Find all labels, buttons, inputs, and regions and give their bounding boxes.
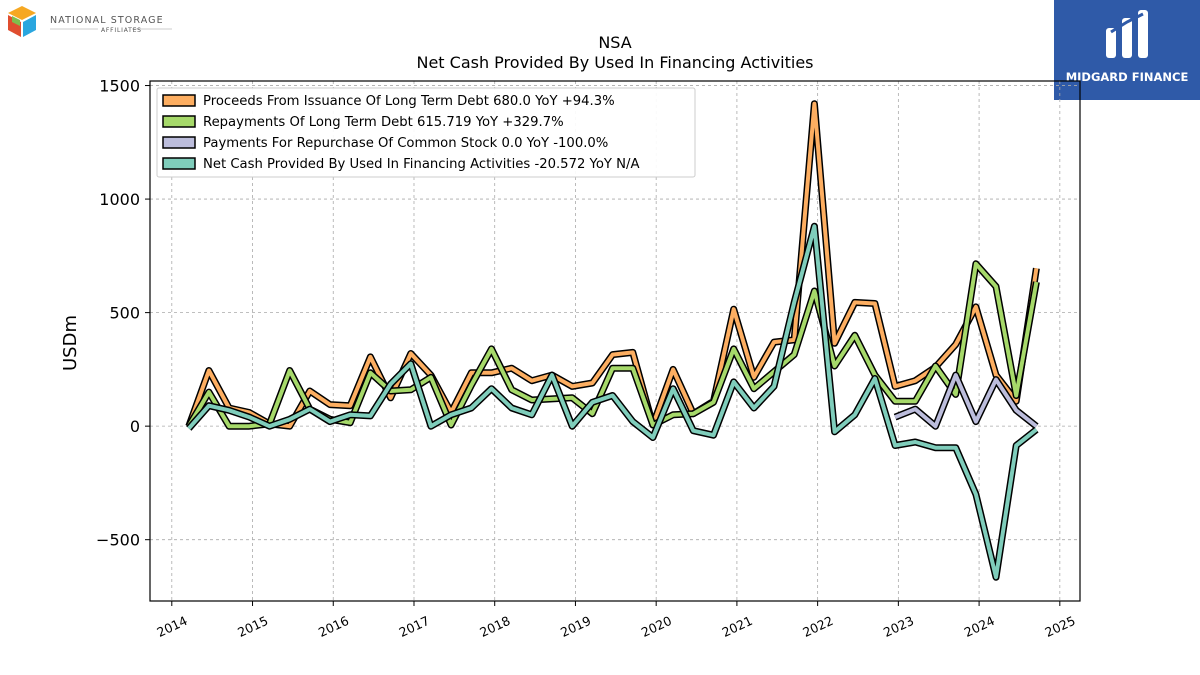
midgard-finance-logo: MIDGARD FINANCE xyxy=(1054,0,1200,100)
chart-subtitle: Net Cash Provided By Used In Financing A… xyxy=(416,53,813,72)
series-line xyxy=(185,100,1040,430)
x-tick-label: 2016 xyxy=(316,613,351,640)
midgard-m-icon xyxy=(1106,10,1148,58)
legend-box xyxy=(156,87,696,178)
x-tick-label: 2023 xyxy=(881,613,916,640)
y-tick-label: 1000 xyxy=(99,190,140,209)
series-layer xyxy=(185,100,1040,581)
legend-item: Net Cash Provided By Used In Financing A… xyxy=(162,157,640,172)
y-axis-label: USDm xyxy=(60,315,81,371)
plot-frame xyxy=(149,80,1081,602)
series-stroke xyxy=(894,373,1038,429)
legend-item: Proceeds From Issuance Of Long Term Debt… xyxy=(162,94,615,109)
x-tick-label: 2017 xyxy=(397,613,432,640)
legend-swatch xyxy=(162,115,196,128)
legend-label: Repayments Of Long Term Debt 615.719 YoY… xyxy=(203,115,564,130)
chart-title: NSA xyxy=(598,33,631,52)
y-tick-label: 500 xyxy=(109,304,140,323)
y-tick-label: 0 xyxy=(130,417,140,436)
legend-label: Net Cash Provided By Used In Financing A… xyxy=(203,157,640,172)
nsa-logo-line2: AFFILIATES xyxy=(101,27,142,34)
legend: Proceeds From Issuance Of Long Term Debt… xyxy=(156,87,696,178)
x-tick-label: 2014 xyxy=(154,613,189,640)
legend-swatch xyxy=(162,94,196,107)
x-tick-label: 2022 xyxy=(800,613,835,640)
legend-label: Payments For Repurchase Of Common Stock … xyxy=(203,136,608,151)
storage-cube-icon: NATIONAL STORAGE AFFILIATES xyxy=(8,6,172,37)
x-tick-label: 2015 xyxy=(235,613,270,640)
x-tick-label: 2018 xyxy=(477,613,512,640)
midgard-brand-text: MIDGARD FINANCE xyxy=(1065,70,1189,84)
x-tick-label: 2025 xyxy=(1042,613,1077,640)
series-stroke xyxy=(186,101,1039,429)
series-stroke xyxy=(187,224,1038,580)
x-tick-label: 2024 xyxy=(962,613,997,640)
series-line xyxy=(185,260,1040,430)
x-tick-label: 2021 xyxy=(720,613,755,640)
series-stroke xyxy=(187,261,1039,429)
series-line xyxy=(186,222,1039,581)
legend-item: Payments For Repurchase Of Common Stock … xyxy=(162,136,608,151)
legend-swatch xyxy=(162,136,196,149)
y-tick-label: 1500 xyxy=(99,77,140,96)
nsa-logo: NATIONAL STORAGE AFFILIATES xyxy=(4,4,184,46)
legend-swatch xyxy=(162,157,196,170)
legend-item: Repayments Of Long Term Debt 615.719 YoY… xyxy=(162,115,564,130)
x-tick-label: 2020 xyxy=(639,613,674,640)
legend-label: Proceeds From Issuance Of Long Term Debt… xyxy=(203,94,615,109)
y-tick-label: −500 xyxy=(96,531,140,550)
nsa-logo-line1: NATIONAL STORAGE xyxy=(50,15,164,26)
series-line xyxy=(893,371,1039,430)
x-tick-label: 2019 xyxy=(558,613,593,640)
